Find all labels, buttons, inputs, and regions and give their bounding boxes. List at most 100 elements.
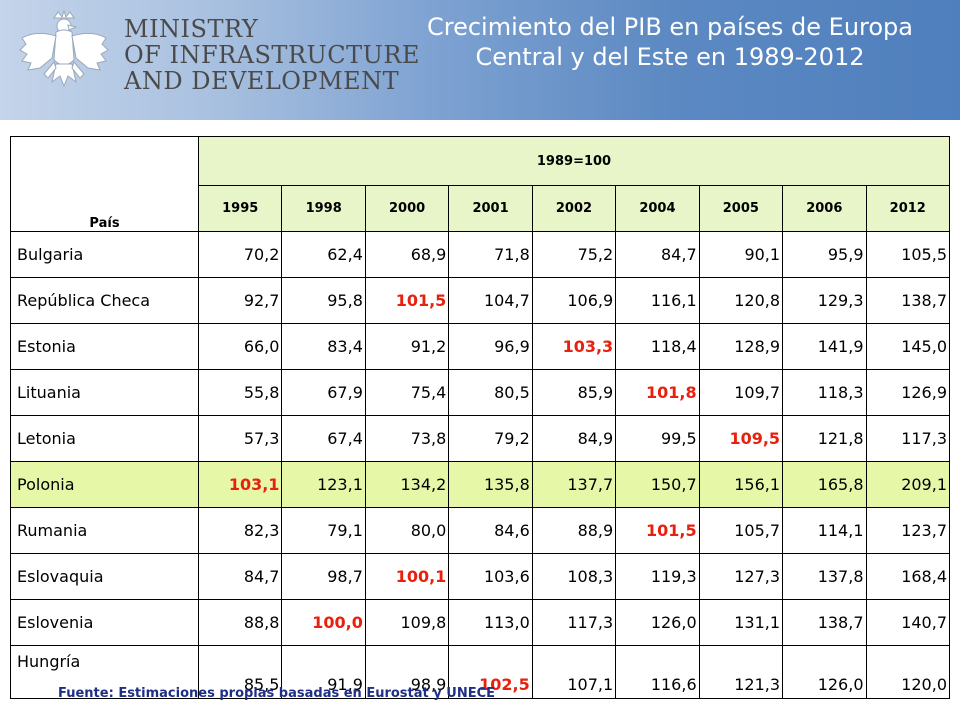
gdp-index-cell: 135,8	[448, 461, 533, 508]
gdp-index-cell: 101,5	[364, 277, 450, 324]
table-row: Bulgaria 70,2 62,4 68,9 71,8 75,2 84,7 90,1 95,9…	[10, 231, 950, 278]
gdp-index-cell: 126,0	[782, 645, 867, 699]
gdp-index-cell: 105,7	[698, 507, 784, 554]
gdp-index-cell: 131,1	[698, 599, 784, 646]
gdp-index-cell: 90,1	[698, 231, 784, 278]
gdp-index-cell: 137,8	[782, 553, 867, 600]
gdp-index-cell: 141,9	[782, 323, 867, 370]
year-header: 2004	[615, 185, 700, 232]
country-name: Letonia	[10, 415, 199, 462]
ministry-line-2: OF INFRASTRUCTURE	[124, 41, 420, 69]
gdp-index-cell: 138,7	[782, 599, 867, 646]
gdp-index-cell: 156,1	[698, 461, 784, 508]
table-row: Estonia 66,0 83,4 91,2 96,9 103,3 118,4 128,9 14…	[10, 323, 950, 370]
gdp-index-cell: 118,4	[615, 323, 700, 370]
gdp-index-cell: 121,8	[782, 415, 867, 462]
gdp-index-cell: 84,9	[531, 415, 617, 462]
gdp-index-cell: 107,1	[531, 645, 617, 699]
gdp-index-cell: 127,3	[698, 553, 784, 600]
gdp-index-cell: 84,7	[615, 231, 700, 278]
gdp-index-cell: 168,4	[865, 553, 950, 600]
gdp-index-cell: 123,7	[865, 507, 950, 554]
ministry-line-3: AND DEVELOPMENT	[124, 67, 400, 95]
gdp-index-cell: 102,5	[448, 645, 533, 699]
gdp-index-cell: 137,7	[531, 461, 617, 508]
gdp-index-cell: 101,8	[615, 369, 700, 416]
gdp-index-cell: 67,4	[281, 415, 366, 462]
year-header: 2002	[531, 185, 617, 232]
gdp-index-cell: 79,1	[281, 507, 366, 554]
gdp-table: País 1989=100 1995 1998 2000 2001 2002 2004 20…	[10, 136, 950, 699]
gdp-index-cell: 119,3	[615, 553, 700, 600]
table-row: Eslovenia 88,8 100,0 109,8 113,0 117,3 126,0 13…	[10, 599, 950, 646]
gdp-index-cell: 62,4	[281, 231, 366, 278]
gdp-index-cell: 84,7	[197, 553, 283, 600]
gdp-index-cell: 114,1	[782, 507, 867, 554]
gdp-index-cell: 85,5	[197, 645, 283, 699]
gdp-index-cell: 70,2	[197, 231, 283, 278]
table-row: Lituania 55,8 67,9 75,4 80,5 85,9 101,8 109,7 11…	[10, 369, 950, 416]
gdp-index-cell: 95,8	[281, 277, 366, 324]
gdp-index-cell: 82,3	[197, 507, 283, 554]
gdp-index-cell: 120,8	[698, 277, 784, 324]
gdp-index-cell: 109,7	[698, 369, 784, 416]
table-body: Bulgaria 70,2 62,4 68,9 71,8 75,2 84,7 90,1 95,9…	[10, 231, 950, 699]
table-row: Letonia 57,3 67,4 73,8 79,2 84,9 99,5 109,5 121,…	[10, 415, 950, 462]
gdp-index-cell: 134,2	[364, 461, 450, 508]
gdp-index-cell: 128,9	[698, 323, 784, 370]
gdp-index-cell: 79,2	[448, 415, 533, 462]
country-name: Estonia	[10, 323, 199, 370]
gdp-index-cell: 105,5	[865, 231, 950, 278]
slide-title-line-1: Crecimiento del PIB en países de Europa	[427, 13, 913, 41]
gdp-index-cell: 66,0	[197, 323, 283, 370]
gdp-index-cell: 80,5	[448, 369, 533, 416]
gdp-index-cell: 126,0	[615, 599, 700, 646]
gdp-index-cell: 209,1	[865, 461, 950, 508]
gdp-index-cell: 101,5	[615, 507, 700, 554]
gdp-index-cell: 113,0	[448, 599, 533, 646]
gdp-index-cell: 88,9	[531, 507, 617, 554]
year-header: 2012	[865, 185, 950, 232]
ministry-logo-text: MINISTRY OF INFRASTRUCTURE AND DEVELOPME…	[124, 16, 420, 94]
gdp-index-cell: 123,1	[281, 461, 366, 508]
gdp-index-cell: 129,3	[782, 277, 867, 324]
gdp-index-cell: 118,3	[782, 369, 867, 416]
slide-title: Crecimiento del PIB en países de Europa …	[400, 12, 940, 72]
table-row: Hungría 85,5 91,9 98,9 102,5 107,1 116,6 121,3 1…	[10, 645, 950, 699]
gdp-index-cell: 100,0	[281, 599, 366, 646]
gdp-index-cell: 100,1	[364, 553, 450, 600]
gdp-index-cell: 83,4	[281, 323, 366, 370]
gdp-index-cell: 121,3	[698, 645, 784, 699]
gdp-index-cell: 84,6	[448, 507, 533, 554]
table-row: Polonia 103,1 123,1 134,2 135,8 137,7 150,7 156…	[10, 461, 950, 508]
gdp-index-cell: 126,9	[865, 369, 950, 416]
country-name: Rumania	[10, 507, 199, 554]
gdp-index-cell: 85,9	[531, 369, 617, 416]
gdp-index-cell: 117,3	[865, 415, 950, 462]
gdp-index-cell: 103,3	[531, 323, 617, 370]
year-header: 2001	[448, 185, 533, 232]
year-header: 2000	[364, 185, 450, 232]
gdp-index-cell: 120,0	[865, 645, 950, 699]
country-name: Bulgaria	[10, 231, 199, 278]
country-name: Eslovenia	[10, 599, 199, 646]
gdp-index-cell: 104,7	[448, 277, 533, 324]
gdp-index-cell: 103,1	[197, 461, 283, 508]
header-band: MINISTRY OF INFRASTRUCTURE AND DEVELOPME…	[0, 0, 960, 120]
year-header: 2005	[698, 185, 784, 232]
gdp-index-cell: 108,3	[531, 553, 617, 600]
gdp-index-cell: 116,1	[615, 277, 700, 324]
table-row: República Checa 92,7 95,8 101,5 104,7 106,9 11…	[10, 277, 950, 324]
gdp-index-cell: 57,3	[197, 415, 283, 462]
gdp-index-cell: 116,6	[615, 645, 700, 699]
slide-title-line-2: Central y del Este en 1989-2012	[475, 43, 865, 71]
gdp-index-cell: 109,5	[698, 415, 784, 462]
gdp-index-cell: 55,8	[197, 369, 283, 416]
gdp-index-cell: 91,2	[364, 323, 450, 370]
gdp-index-cell: 75,4	[364, 369, 450, 416]
gdp-index-cell: 165,8	[782, 461, 867, 508]
gdp-index-cell: 98,7	[281, 553, 366, 600]
gdp-index-cell: 106,9	[531, 277, 617, 324]
gdp-index-cell: 140,7	[865, 599, 950, 646]
country-column-header: País	[10, 136, 199, 232]
